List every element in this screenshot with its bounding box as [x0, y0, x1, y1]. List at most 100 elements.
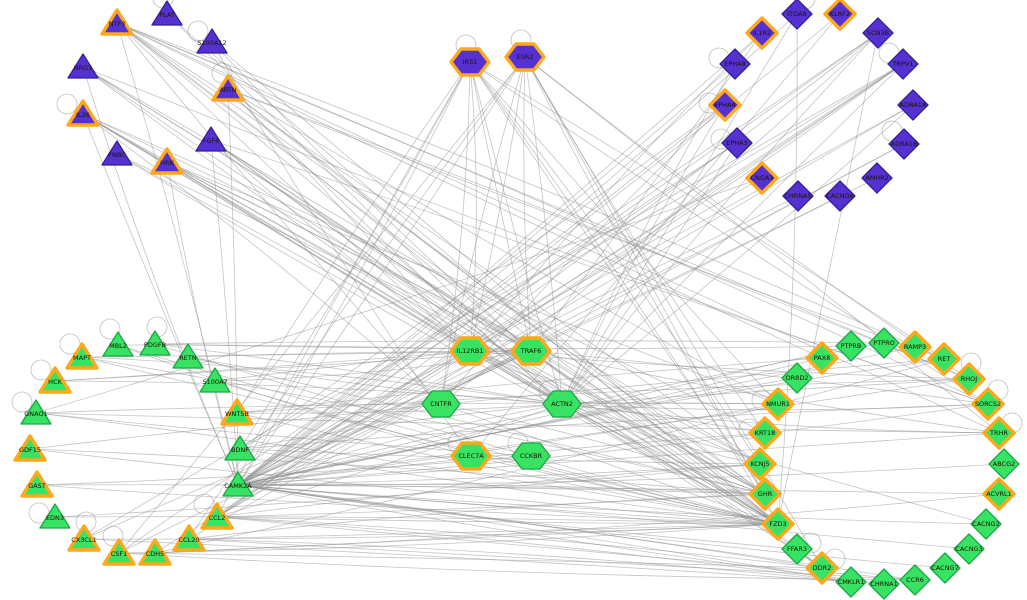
hexagon-shape [504, 42, 546, 72]
node-CACNG6[interactable]: CACNG6 [824, 180, 856, 212]
node-CCR6[interactable]: CCR6 [899, 564, 931, 596]
diamond-shape [721, 127, 753, 159]
node-CNGA3[interactable]: CNGA3 [745, 161, 779, 195]
node-ITGA8[interactable]: ITGA8 [781, 0, 813, 30]
hexagon-shape [421, 390, 461, 418]
hexagon-shape [511, 442, 551, 470]
edge [188, 493, 766, 540]
triangle-shape [172, 343, 204, 369]
node-TRHR[interactable]: TRHR [982, 416, 1016, 450]
node-FNBC[interactable]: FNBC [101, 140, 133, 166]
node-ABCG2[interactable]: ABCG2 [988, 448, 1020, 480]
edge [54, 516, 779, 525]
edge [216, 350, 532, 518]
node-ACVRL1[interactable]: ACVRL1 [982, 477, 1016, 511]
self-loop-IL26 [56, 93, 78, 115]
edge [187, 356, 563, 405]
node-KCNJ5[interactable]: KCNJ5 [743, 447, 777, 481]
triangle-shape [66, 99, 100, 127]
node-EDN3[interactable]: EDN3 [39, 503, 71, 529]
node-IRS1[interactable]: IRS1 [449, 47, 491, 77]
node-FFAR3[interactable]: FFAR3 [781, 533, 813, 565]
diamond-shape [887, 48, 919, 80]
triangle-shape [65, 342, 99, 370]
node-CX3CL1[interactable]: CX3CL1 [67, 524, 101, 552]
diamond-shape [835, 566, 867, 598]
node-CACNG2[interactable]: CACNG2 [970, 508, 1002, 540]
triangle-shape [38, 366, 72, 394]
node-TRAF6[interactable]: TRAF6 [510, 336, 552, 366]
edge [469, 61, 563, 405]
edge [82, 66, 766, 495]
node-SORCS2[interactable]: SORCS2 [971, 387, 1005, 421]
edge [36, 484, 766, 495]
node-ESR2[interactable]: ESR2 [504, 42, 546, 72]
node-CACNG7[interactable]: CACNG7 [929, 552, 961, 584]
node-S100A12[interactable]: S100A12 [196, 28, 228, 54]
diamond-shape [719, 48, 751, 80]
node-MAPT[interactable]: MAPT [65, 342, 99, 370]
node-PLAT[interactable]: PLAT [151, 0, 183, 26]
diamond-shape [805, 341, 839, 375]
edge [237, 484, 987, 525]
edge [216, 493, 766, 518]
edge [35, 412, 779, 525]
edge [82, 66, 761, 465]
node-CACNG3[interactable]: CACNG3 [953, 533, 985, 565]
edge [82, 113, 532, 352]
triangle-shape [102, 538, 136, 566]
edge [469, 56, 526, 352]
node-GNAO1[interactable]: GNAO1 [20, 399, 52, 425]
node-MBL2[interactable]: MBL2 [102, 331, 134, 357]
node-CMKLR1[interactable]: CMKLR1 [835, 566, 867, 598]
edge [777, 13, 798, 525]
node-IL12RB1[interactable]: IL12RB1 [449, 336, 491, 366]
edge [237, 142, 738, 486]
triangle-shape [102, 331, 134, 357]
edge [561, 32, 879, 405]
diamond-shape [952, 362, 986, 396]
node-PDGFB[interactable]: PDGFB [139, 330, 171, 356]
edge [237, 403, 563, 486]
node-KLRF2[interactable]: KLRF2 [823, 0, 857, 31]
node-ADRA1A[interactable]: ADRA1A [897, 89, 929, 121]
triangle-shape [138, 538, 172, 566]
node-EPHA3[interactable]: EPHA3 [721, 127, 753, 159]
edge [469, 32, 763, 352]
edge [211, 41, 779, 525]
edge [227, 88, 779, 405]
edge [236, 403, 563, 414]
node-CLEC7A[interactable]: CLEC7A [450, 441, 492, 471]
node-AMHR2[interactable]: AMHR2 [861, 162, 893, 194]
triangle-shape [100, 8, 134, 36]
node-FGF6[interactable]: FGF6 [195, 126, 227, 152]
node-IL26[interactable]: IL26 [66, 99, 100, 127]
node-SCN3B[interactable]: SCN3B [862, 17, 894, 49]
node-CSF1[interactable]: CSF1 [102, 538, 136, 566]
node-NRG1[interactable]: NRG1 [67, 53, 99, 79]
diamond-shape [982, 416, 1016, 450]
node-GAST[interactable]: GAST [20, 470, 54, 498]
edge [82, 66, 532, 352]
edge [216, 516, 823, 569]
triangle-shape [196, 28, 228, 54]
edge [116, 22, 761, 465]
node-NMUR1[interactable]: NMUR1 [761, 387, 795, 421]
edge [530, 350, 989, 405]
diamond-shape [781, 533, 813, 565]
node-NTF3[interactable]: NTF3 [100, 8, 134, 36]
edge-layer [29, 13, 1005, 585]
hexagon-shape [449, 336, 491, 366]
node-ADRA1B[interactable]: ADRA1B [888, 128, 920, 160]
node-KRT18[interactable]: KRT18 [748, 416, 782, 450]
edge [83, 350, 532, 540]
edge [227, 88, 970, 380]
diamond-shape [835, 330, 867, 362]
triangle-shape [220, 398, 254, 426]
self-loop-CSF1 [102, 525, 124, 547]
edge [82, 113, 442, 405]
node-EPHA8[interactable]: EPHA8 [719, 48, 751, 80]
edge [116, 22, 532, 352]
